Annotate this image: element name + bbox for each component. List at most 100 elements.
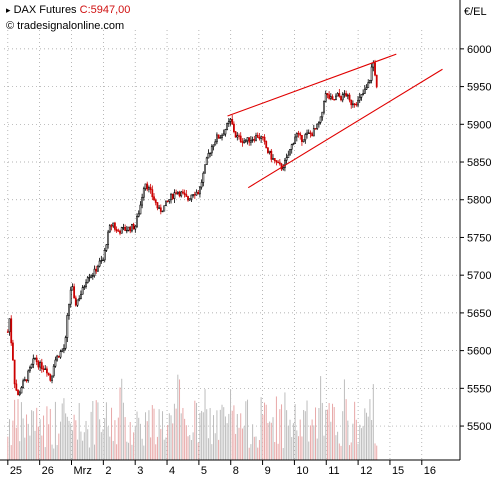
x-tick-label: 8 [233,465,239,477]
volume-bar [107,426,109,460]
candle [161,210,164,213]
candle-body [153,196,155,201]
candle [144,183,147,191]
candle-body [233,123,235,132]
candle [336,92,339,97]
candle [319,116,322,125]
candle-body [335,95,337,101]
candle-body [35,357,38,363]
x-tick-label: 25 [10,465,22,477]
candle [355,101,358,107]
volume-bar [213,415,215,460]
volume-bar [364,408,366,460]
candle [312,124,315,137]
volume-bar [235,433,237,460]
candle-body [10,318,13,344]
candle-body [178,191,181,197]
volume-bar [88,447,90,460]
candle [229,118,232,126]
candle [56,354,59,362]
candle-body [134,225,137,230]
volume-bar [146,421,148,460]
volume-bar [102,429,104,460]
candle [374,59,376,77]
candle [205,156,208,166]
candle [258,132,261,141]
candle [27,369,30,383]
candle [272,154,274,160]
expand-icon: ▸ [6,5,11,15]
volume-bar [357,443,359,460]
volume-bar [112,441,114,460]
candle-body [78,298,81,301]
volume-bar [134,425,136,460]
candle-body [292,143,295,145]
candle-body [224,129,227,135]
candle-body [158,207,161,209]
volume-bar [228,413,230,460]
x-tick-label: 15 [392,465,404,477]
candle [222,129,225,136]
candle-body [343,93,346,95]
candle-body [306,132,308,135]
volume-bar [44,447,46,460]
candle-body [88,276,91,279]
volume-bar [325,409,327,460]
candle-body [168,199,171,202]
volume-bar [150,437,152,460]
candle-body [6,331,9,333]
candle-body [51,375,53,381]
candle [134,224,137,233]
volume-bar [257,447,259,460]
candle [338,88,341,98]
candle [76,299,79,308]
candle-body [275,160,278,163]
candle-body [83,286,86,288]
candle-body [165,200,167,207]
volume-bar [197,442,199,460]
candle [285,153,288,164]
candle-body [214,141,217,146]
candle [295,132,298,142]
candle [120,226,123,234]
volume-bar [77,439,79,460]
candle [231,115,234,125]
candle [284,158,286,172]
candle [294,133,297,144]
candle-body [243,140,246,143]
candle [125,225,128,234]
volume-bar [201,410,203,460]
candle [171,193,174,201]
x-tick-label: 9 [265,465,271,477]
candle [39,360,42,372]
volume-bar [70,423,72,460]
volume-bar [94,444,96,460]
candle-body [239,135,242,142]
candle-body [149,187,152,190]
candle [324,90,327,103]
candle [256,132,259,138]
candle-body [156,202,159,209]
candle [238,133,240,140]
volume-bar [66,416,68,460]
candle-body [12,342,14,361]
candle [64,335,67,351]
candle-body [30,363,33,368]
candle [146,181,149,192]
candle [46,366,48,377]
volume-bar [296,430,298,460]
candle-body [46,368,48,374]
candle-body [251,139,254,141]
candle-body [207,153,210,159]
candle-body [44,368,47,370]
candle-body [159,207,162,212]
candle [139,201,142,215]
volume-bar [372,384,374,460]
volume-bar [221,404,223,460]
y-tick-label: 5600 [467,346,491,358]
candle [63,344,65,354]
candle [314,128,317,130]
candle [110,224,113,231]
candle [8,318,11,336]
volume-bar [194,400,196,460]
